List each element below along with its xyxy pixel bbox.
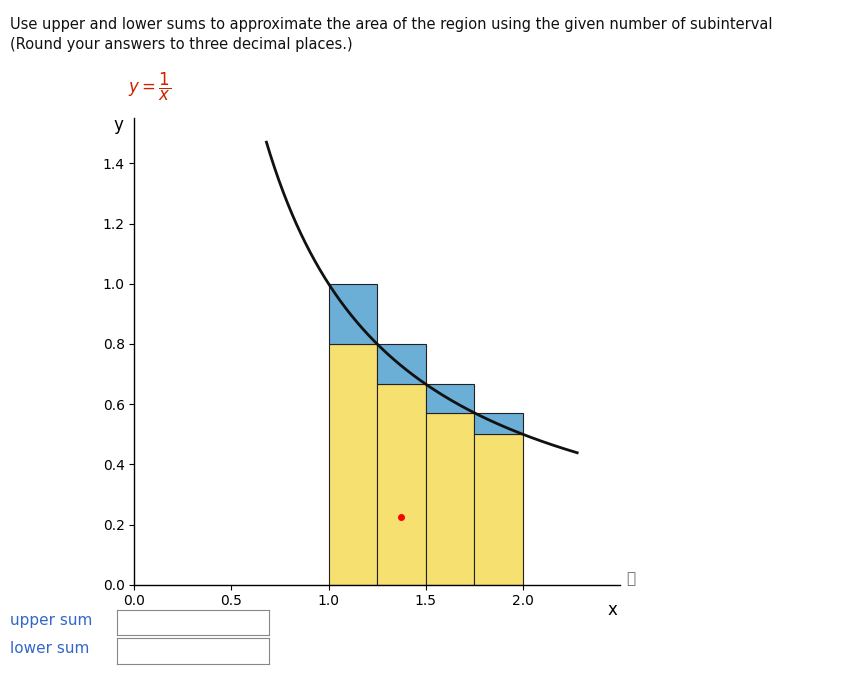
Bar: [474, 413, 523, 434]
Bar: [377, 344, 426, 384]
Text: x: x: [608, 601, 617, 619]
Text: ⓘ: ⓘ: [627, 571, 636, 586]
Bar: [474, 434, 523, 585]
Bar: [329, 344, 377, 585]
Bar: [426, 413, 474, 585]
Text: y: y: [114, 116, 124, 135]
Text: upper sum: upper sum: [10, 613, 93, 628]
Bar: [329, 284, 377, 344]
Bar: [377, 384, 426, 585]
Text: (Round your answers to three decimal places.): (Round your answers to three decimal pla…: [10, 37, 353, 52]
Text: lower sum: lower sum: [10, 642, 90, 656]
Text: $y = \dfrac{1}{x}$: $y = \dfrac{1}{x}$: [128, 71, 172, 103]
Bar: [426, 384, 474, 413]
Text: Use upper and lower sums to approximate the area of the region using the given n: Use upper and lower sums to approximate …: [10, 17, 772, 32]
